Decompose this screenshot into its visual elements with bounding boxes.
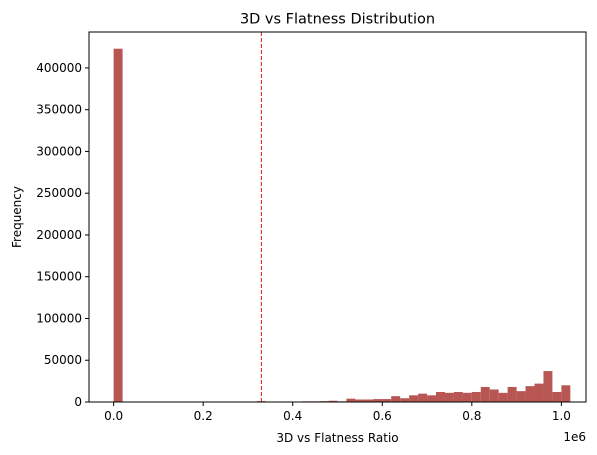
y-tick-label: 350000: [36, 103, 82, 117]
histogram-bar: [355, 399, 365, 402]
histogram-bar: [427, 395, 437, 402]
histogram-bar: [113, 48, 123, 403]
y-tick-label: 250000: [36, 186, 82, 200]
x-tick-label: 0.0: [104, 409, 123, 423]
histogram-bar: [364, 399, 374, 402]
histogram-bar: [328, 400, 338, 402]
histogram-bar: [462, 392, 472, 402]
y-tick-label: 150000: [36, 270, 82, 284]
histogram-bar: [543, 371, 553, 402]
plot-frame: [88, 31, 587, 403]
y-axis-ticks: 0 50000 100000 150000 200000 250000 300000 3500…: [36, 61, 89, 409]
histogram-bars: [113, 48, 571, 403]
y-tick-label: 100000: [36, 311, 82, 325]
histogram-bar: [444, 392, 454, 402]
histogram-bar: [391, 396, 401, 402]
histogram-bar: [489, 389, 499, 402]
histogram-bar: [498, 392, 508, 402]
histogram-bar: [436, 391, 445, 402]
x-axis-title: 3D vs Flatness Ratio: [276, 431, 398, 445]
x-tick-label: 0.6: [373, 409, 392, 423]
histogram-bar: [471, 391, 481, 402]
x-tick-label: 0.8: [462, 409, 481, 423]
chart-title: 3D vs Flatness Distribution: [240, 12, 435, 28]
histogram-bar: [382, 399, 392, 402]
histogram-bar: [516, 391, 526, 402]
y-tick-label: 300000: [36, 144, 82, 158]
y-tick-label: 0: [74, 395, 82, 409]
x-axis-offset-label: 1e6: [563, 430, 586, 444]
histogram-bar: [373, 399, 383, 402]
histogram-bar: [418, 393, 428, 402]
histogram-bar: [525, 386, 535, 402]
histogram-bar: [346, 398, 356, 402]
histogram-bar: [507, 386, 517, 402]
histogram-bar: [480, 386, 490, 402]
y-tick-label: 400000: [36, 61, 82, 75]
histogram-bar: [409, 395, 419, 402]
histogram-bar: [400, 398, 410, 402]
x-tick-label: 0.2: [194, 409, 213, 423]
y-tick-label: 200000: [36, 228, 82, 242]
x-tick-label: 1.0: [552, 409, 571, 423]
histogram-bar: [534, 383, 544, 402]
histogram-bar: [453, 391, 463, 402]
y-axis-title: Frequency: [10, 186, 24, 248]
x-tick-label: 0.4: [283, 409, 302, 423]
histogram-bar: [552, 391, 562, 402]
histogram-bar: [561, 385, 571, 402]
x-axis-ticks: 0.0 0.2 0.4 0.6 0.8 1.0: [104, 402, 571, 423]
y-tick-label: 50000: [44, 353, 82, 367]
